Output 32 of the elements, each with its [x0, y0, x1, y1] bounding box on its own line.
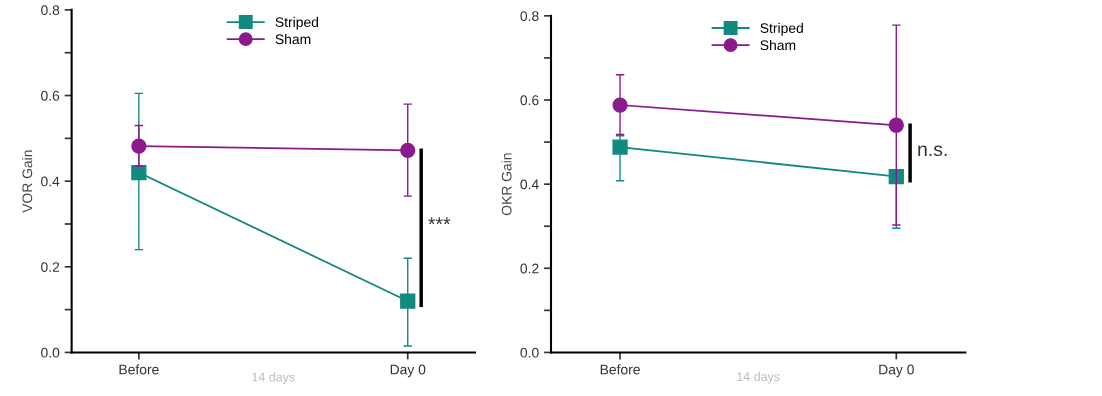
x-tick-label: Before	[119, 364, 159, 375]
point	[612, 139, 628, 155]
y-tick-label: 0.8	[41, 5, 60, 16]
y-tick-label: 0.4	[520, 179, 539, 190]
text: 14 days	[737, 371, 780, 384]
y-tick-label: 0.6	[520, 95, 539, 106]
x-tick-label: Day 0	[879, 364, 914, 378]
y-axis-title: OKR Gain	[501, 153, 512, 216]
y-axis-title: VOR Gain	[22, 150, 33, 213]
point	[400, 142, 416, 158]
x-tick-label: Day 0	[390, 364, 426, 378]
point	[131, 138, 147, 154]
legend-label: Striped	[760, 22, 803, 36]
point	[888, 168, 904, 185]
y-tick-label: 0.2	[41, 262, 60, 272]
legend-label: Sham	[275, 33, 311, 45]
legend-label: Sham	[760, 39, 796, 51]
point	[612, 97, 628, 113]
y-tick-label: 0.2	[520, 263, 539, 274]
point	[400, 293, 416, 309]
point	[131, 164, 147, 181]
annotation: ***	[428, 217, 451, 225]
annotation: n.s.	[918, 145, 947, 157]
y-tick-label: 0.0	[41, 347, 60, 358]
y-tick-label: 0.4	[41, 176, 60, 187]
y-tick-label: 0.6	[41, 90, 60, 101]
y-tick-label: 0.8	[520, 11, 539, 22]
text: 14 days	[252, 372, 295, 384]
point	[888, 117, 904, 133]
legend-label: Striped	[275, 16, 319, 30]
x-tick-label: Before	[600, 364, 640, 375]
y-tick-label: 0.0	[520, 347, 539, 358]
